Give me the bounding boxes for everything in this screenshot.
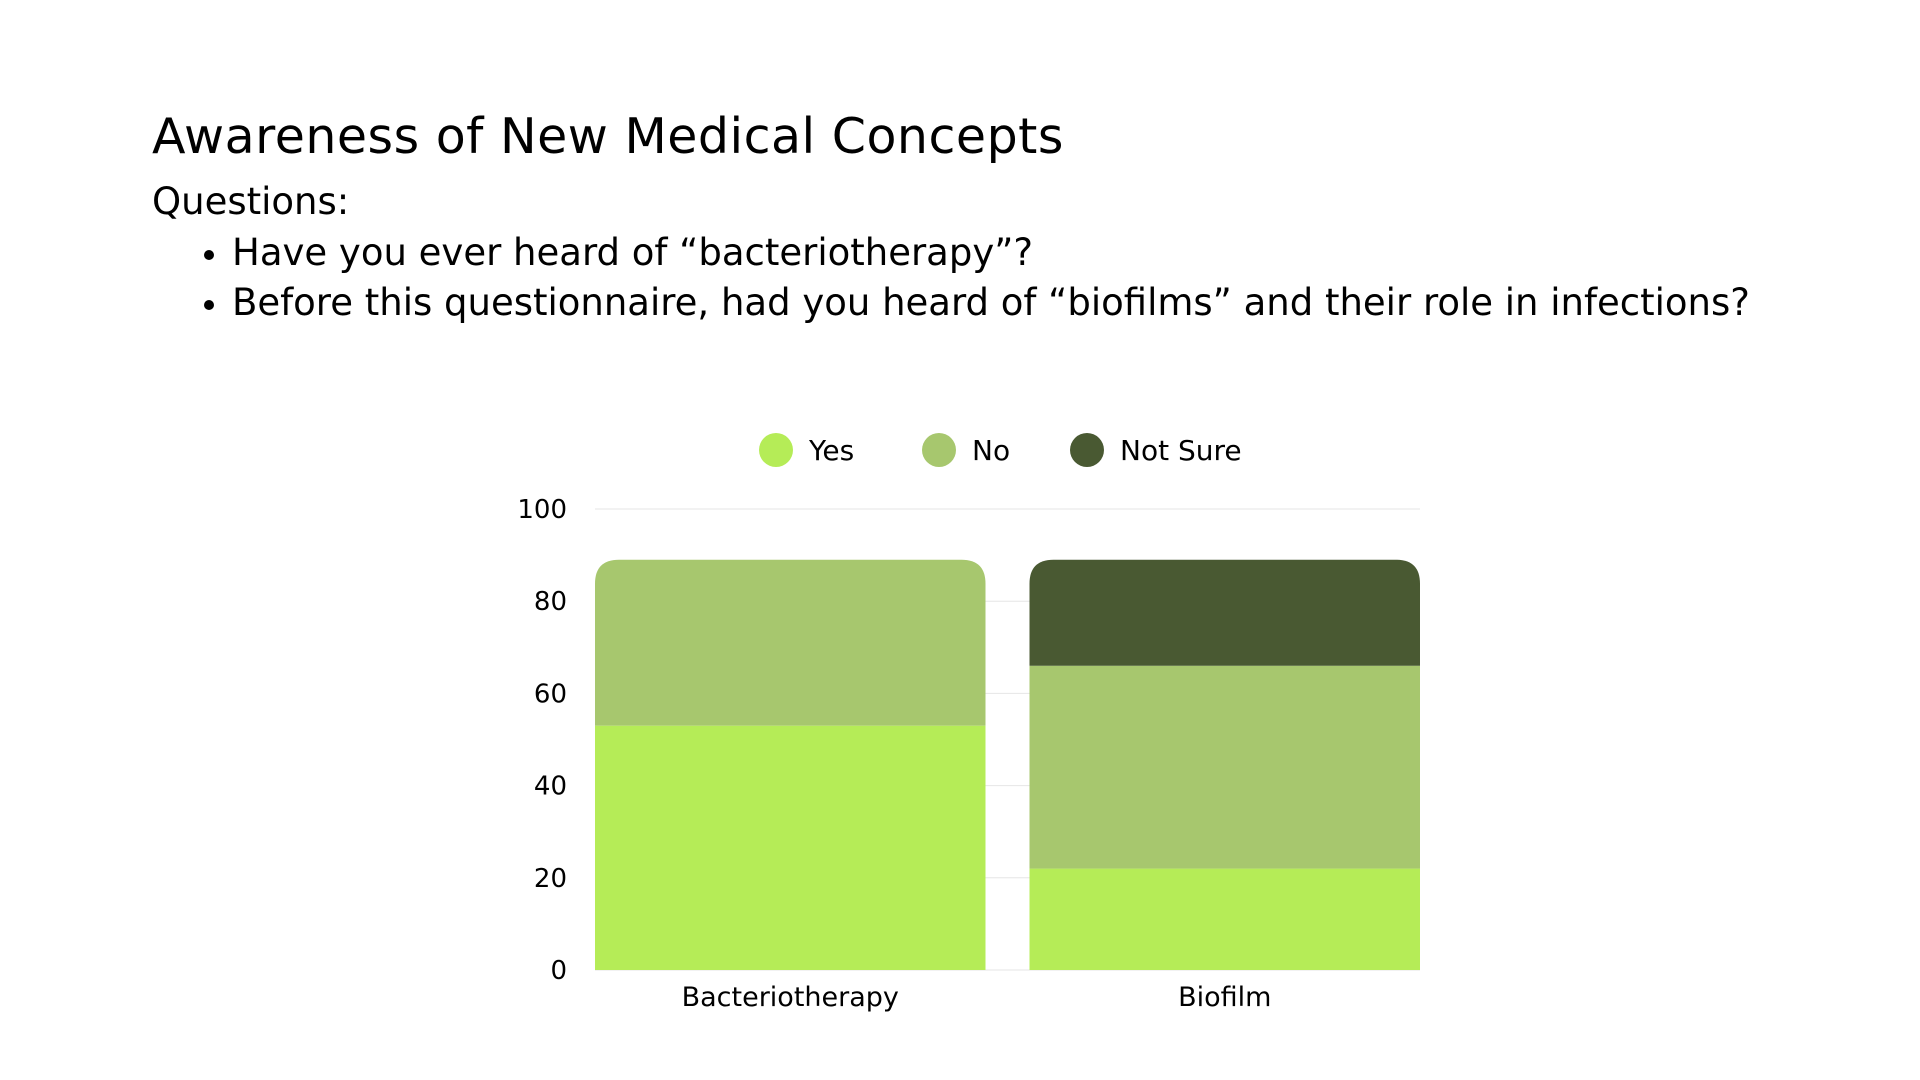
question-list: Have you ever heard of “bacteriotherapy”… xyxy=(200,228,1750,328)
question-text: Have you ever heard of “bacteriotherapy”… xyxy=(232,231,1034,274)
y-tick-label: 40 xyxy=(534,772,567,802)
y-tick-label: 60 xyxy=(534,679,567,709)
y-tick-label: 100 xyxy=(517,495,567,525)
bullet-icon xyxy=(204,300,214,310)
y-axis: 0 20 40 60 80 100 xyxy=(517,495,567,986)
legend-swatch-no xyxy=(922,433,956,467)
legend-label: No xyxy=(972,434,1010,467)
bars xyxy=(595,559,1420,970)
questions-heading: Questions: xyxy=(152,180,350,223)
legend-swatch-not-sure xyxy=(1070,433,1104,467)
x-axis: Bacteriotherapy Biofilm xyxy=(682,982,1272,1013)
bar-yes-biofilm xyxy=(1029,868,1420,970)
y-tick-label: 0 xyxy=(550,956,567,986)
legend-label: Not Sure xyxy=(1120,434,1242,467)
question-item: Have you ever heard of “bacteriotherapy”… xyxy=(200,228,1750,278)
legend-swatch-yes xyxy=(759,433,793,467)
legend: Yes No Not Sure xyxy=(759,433,1242,467)
slide-title: Awareness of New Medical Concepts xyxy=(152,108,1064,165)
bar-no-bacteriotherapy xyxy=(595,559,986,726)
bar-yes-bacteriotherapy xyxy=(595,725,986,970)
y-tick-label: 80 xyxy=(534,587,567,617)
bullet-icon xyxy=(204,250,214,260)
x-tick-label: Bacteriotherapy xyxy=(682,982,899,1013)
x-tick-label: Biofilm xyxy=(1178,982,1271,1013)
bar-not-sure-biofilm xyxy=(1029,559,1420,666)
bar-no-biofilm xyxy=(1029,665,1420,869)
legend-label: Yes xyxy=(808,434,854,467)
question-text: Before this questionnaire, had you heard… xyxy=(232,281,1750,324)
y-tick-label: 20 xyxy=(534,864,567,894)
question-item: Before this questionnaire, had you heard… xyxy=(200,278,1750,328)
